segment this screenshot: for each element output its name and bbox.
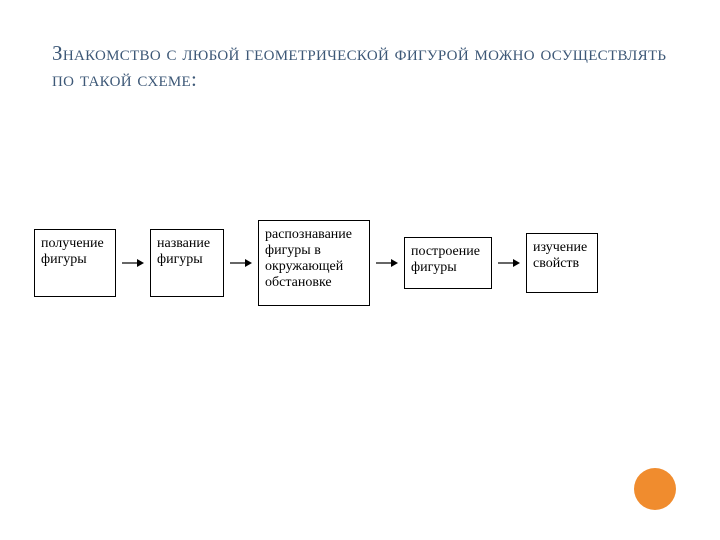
flow-node-5-label: изучение свойств	[533, 240, 591, 272]
flow-node-4-label: построение фигуры	[411, 244, 485, 276]
flow-node-1-label: получение фигуры	[41, 236, 109, 268]
accent-circle-icon	[634, 468, 676, 510]
flowchart: получение фигуры название фигуры распозн…	[34, 220, 686, 306]
flow-node-3-label: распознавание фигуры в окружающей обстан…	[265, 227, 363, 291]
flow-node-5: изучение свойств	[526, 233, 598, 293]
arrow-icon	[376, 258, 398, 268]
arrow-icon	[230, 258, 252, 268]
slide-title: Знакомство с любой геометрической фигуро…	[52, 40, 668, 93]
flow-node-2-label: название фигуры	[157, 236, 217, 268]
flow-node-3: распознавание фигуры в окружающей обстан…	[258, 220, 370, 306]
flow-node-1: получение фигуры	[34, 229, 116, 297]
flow-node-2: название фигуры	[150, 229, 224, 297]
arrow-icon	[498, 258, 520, 268]
slide: Знакомство с любой геометрической фигуро…	[0, 0, 720, 540]
flow-node-4: построение фигуры	[404, 237, 492, 289]
arrow-icon	[122, 258, 144, 268]
